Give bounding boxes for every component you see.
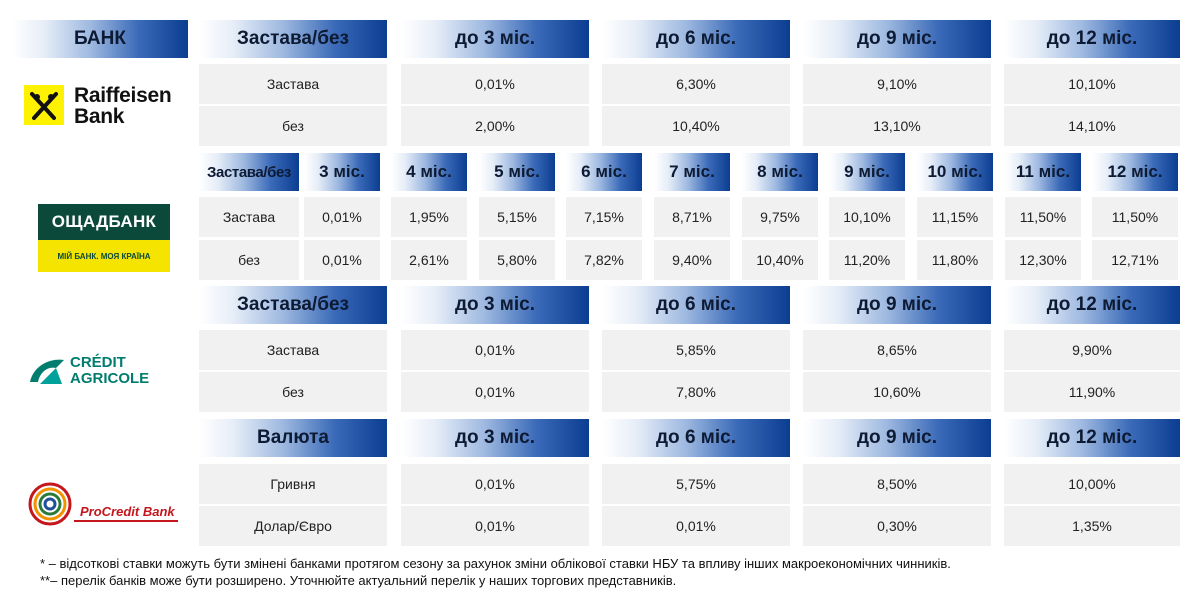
oschad-cell-r0-c8: 11,15% — [917, 197, 993, 237]
raiffeisen-header-col-4: до 12 міс. — [1004, 20, 1180, 58]
oschad-header-col-5: 7 міс. — [654, 153, 730, 191]
credit_agricole-cell-r1-c2: 7,80% — [602, 372, 790, 412]
oschad-header-col-3: 5 міс. — [479, 153, 555, 191]
oschad-cell-r1-c6: 10,40% — [742, 240, 818, 280]
oschad-cell-r1-c4: 7,82% — [566, 240, 642, 280]
raiffeisen-cell-r0-c3: 9,10% — [803, 64, 991, 104]
procredit-cell-r1-c3: 0,30% — [803, 506, 991, 546]
raiffeisen-header-col-0: Застава/без — [199, 20, 387, 58]
raiffeisen-logo-line2: Bank — [74, 105, 125, 128]
procredit-cell-r0-c3: 8,50% — [803, 464, 991, 504]
oschad-header-col-1: 3 міс. — [304, 153, 380, 191]
raiffeisen-bank-logo: Raiffeisen Bank — [24, 84, 184, 128]
oschad-cell-r0-c2: 1,95% — [391, 197, 467, 237]
credit_agricole-cell-r1-c4: 11,90% — [1004, 372, 1180, 412]
oschad-cell-r0-c0: Застава — [199, 197, 299, 237]
raiffeisen-logo-line1: Raiffeisen — [74, 84, 172, 107]
oschadbank-logo: ОЩАДБАНК МІЙ БАНК. МОЯ КРАЇНА — [38, 204, 170, 272]
credit_agricole-cell-r1-c1: 0,01% — [401, 372, 589, 412]
credit-agricole-logo-line1: CRÉDIT — [70, 354, 126, 371]
raiffeisen-cell-r1-c0: без — [199, 106, 387, 146]
credit_agricole-header-col-1: до 3 міс. — [401, 286, 589, 324]
credit-agricole-logo-line2: AGRICOLE — [70, 370, 150, 387]
procredit-logo-underline — [74, 520, 178, 522]
procredit-cell-r0-c2: 5,75% — [602, 464, 790, 504]
raiffeisen-header-col-1: до 3 міс. — [401, 20, 589, 58]
oschad-cell-r1-c5: 9,40% — [654, 240, 730, 280]
oschad-header-col-7: 9 міс. — [829, 153, 905, 191]
oschad-cell-r0-c10: 11,50% — [1092, 197, 1178, 237]
raiffeisen-cell-r1-c1: 2,00% — [401, 106, 589, 146]
oschad-cell-r0-c3: 5,15% — [479, 197, 555, 237]
oschad-cell-r0-c6: 9,75% — [742, 197, 818, 237]
raiffeisen-header-col-3: до 9 міс. — [803, 20, 991, 58]
oschad-header-col-0: Застава/без — [199, 153, 299, 191]
oschadbank-logo-slogan: МІЙ БАНК. МОЯ КРАЇНА — [38, 240, 170, 272]
procredit-cell-r1-c2: 0,01% — [602, 506, 790, 546]
oschad-cell-r0-c5: 8,71% — [654, 197, 730, 237]
credit_agricole-cell-r0-c2: 5,85% — [602, 330, 790, 370]
oschad-cell-r1-c9: 12,30% — [1005, 240, 1081, 280]
credit_agricole-cell-r0-c0: Застава — [199, 330, 387, 370]
oschad-header-col-4: 6 міс. — [566, 153, 642, 191]
raiffeisen-cell-r0-c2: 6,30% — [602, 64, 790, 104]
procredit-cell-r0-c4: 10,00% — [1004, 464, 1180, 504]
oschad-cell-r0-c7: 10,10% — [829, 197, 905, 237]
oschad-header-col-2: 4 міс. — [391, 153, 467, 191]
oschad-cell-r1-c1: 0,01% — [304, 240, 380, 280]
oschad-cell-r0-c9: 11,50% — [1005, 197, 1081, 237]
procredit-rainbow-circle-icon — [28, 482, 72, 526]
procredit-header-col-2: до 6 міс. — [602, 419, 790, 457]
procredit-cell-r1-c1: 0,01% — [401, 506, 589, 546]
credit_agricole-header-col-0: Застава/без — [199, 286, 387, 324]
oschad-header-col-10: 12 міс. — [1092, 153, 1178, 191]
oschad-cell-r1-c3: 5,80% — [479, 240, 555, 280]
oschad-cell-r0-c1: 0,01% — [304, 197, 380, 237]
procredit-cell-r0-c0: Гривня — [199, 464, 387, 504]
footnote-banks-list: **– перелік банків може бути розширено. … — [40, 573, 677, 588]
procredit-cell-r1-c4: 1,35% — [1004, 506, 1180, 546]
procredit-bank-logo: ProCredit Bank — [28, 480, 184, 530]
oschad-cell-r1-c0: без — [199, 240, 299, 280]
oschad-header-col-6: 8 міс. — [742, 153, 818, 191]
procredit-cell-r1-c0: Долар/Євро — [199, 506, 387, 546]
credit_agricole-header-col-2: до 6 міс. — [602, 286, 790, 324]
procredit-logo-text: ProCredit Bank — [80, 504, 175, 519]
oschad-header-col-9: 11 міс. — [1005, 153, 1081, 191]
procredit-cell-r0-c1: 0,01% — [401, 464, 589, 504]
credit_agricole-cell-r0-c4: 9,90% — [1004, 330, 1180, 370]
credit_agricole-header-col-3: до 9 міс. — [803, 286, 991, 324]
credit_agricole-cell-r1-c0: без — [199, 372, 387, 412]
raiffeisen-cell-r1-c4: 14,10% — [1004, 106, 1180, 146]
credit-agricole-logo: CRÉDIT AGRICOLE — [26, 352, 186, 390]
bank-column-header: БАНК — [12, 20, 188, 58]
raiffeisen-cell-r0-c1: 0,01% — [401, 64, 589, 104]
oschad-cell-r1-c7: 11,20% — [829, 240, 905, 280]
footnote-rates: * – відсоткові ставки можуть бути змінен… — [40, 556, 951, 571]
credit_agricole-cell-r0-c3: 8,65% — [803, 330, 991, 370]
procredit-header-col-1: до 3 міс. — [401, 419, 589, 457]
procredit-header-col-4: до 12 міс. — [1004, 419, 1180, 457]
raiffeisen-yellow-mark-icon — [24, 85, 64, 125]
credit-agricole-mark-icon — [30, 359, 64, 384]
oschad-cell-r1-c10: 12,71% — [1092, 240, 1178, 280]
raiffeisen-header-col-2: до 6 міс. — [602, 20, 790, 58]
raiffeisen-cell-r1-c3: 13,10% — [803, 106, 991, 146]
raiffeisen-cell-r0-c4: 10,10% — [1004, 64, 1180, 104]
procredit-header-col-3: до 9 міс. — [803, 419, 991, 457]
oschad-cell-r1-c2: 2,61% — [391, 240, 467, 280]
oschad-cell-r0-c4: 7,15% — [566, 197, 642, 237]
raiffeisen-cell-r1-c2: 10,40% — [602, 106, 790, 146]
oschadbank-logo-title: ОЩАДБАНК — [38, 204, 170, 240]
raiffeisen-cell-r0-c0: Застава — [199, 64, 387, 104]
credit_agricole-header-col-4: до 12 міс. — [1004, 286, 1180, 324]
oschad-header-col-8: 10 міс. — [917, 153, 993, 191]
credit_agricole-cell-r1-c3: 10,60% — [803, 372, 991, 412]
procredit-header-col-0: Валюта — [199, 419, 387, 457]
oschad-cell-r1-c8: 11,80% — [917, 240, 993, 280]
credit_agricole-cell-r0-c1: 0,01% — [401, 330, 589, 370]
